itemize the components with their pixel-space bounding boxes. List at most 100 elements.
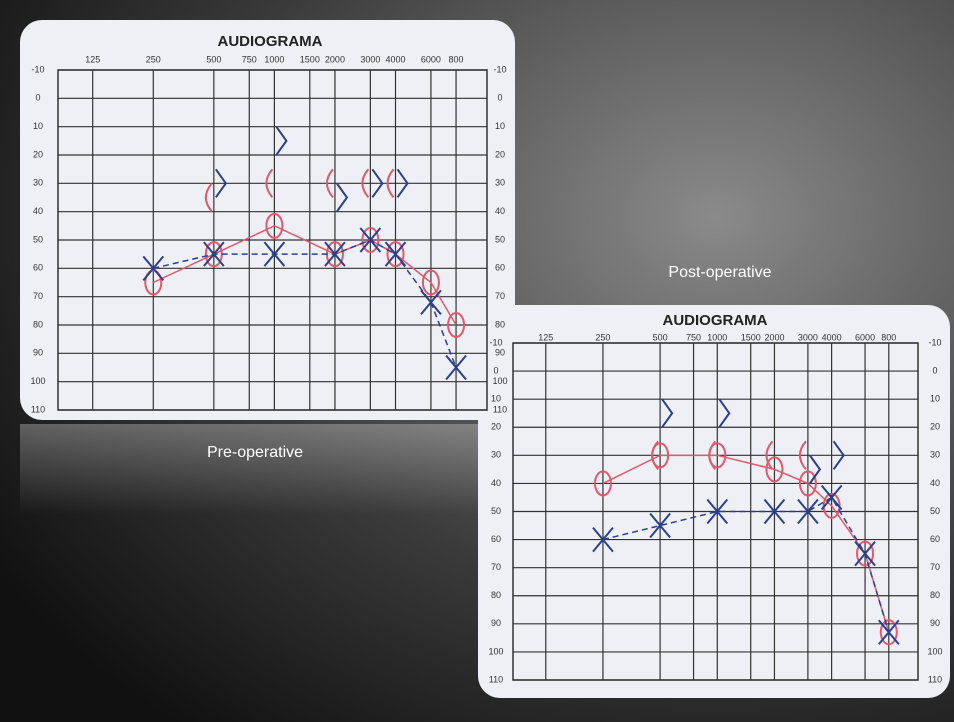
y-tick-label: 110 [489, 674, 503, 684]
y-tick-label: 0 [932, 365, 937, 375]
data-marker [856, 540, 875, 567]
data-marker [265, 212, 284, 239]
chart: AUDIOGRAMA Pre-operative -10 -10 0 0 10 10 20 20 3… [30, 33, 507, 461]
reflection [20, 424, 515, 514]
x-tick-label: 500 [206, 54, 221, 64]
x-tick-label: 4000 [385, 54, 405, 64]
y-tick-label: 100 [488, 646, 503, 656]
data-marker [263, 241, 286, 267]
y-tick-label: 10 [495, 121, 505, 131]
y-tick-label: 70 [33, 291, 43, 301]
x-tick-label: 1500 [741, 332, 761, 342]
y-tick-label: 80 [491, 590, 501, 600]
data-marker [765, 456, 784, 483]
chart-title: AUDIOGRAMA [218, 33, 323, 50]
data-marker [142, 255, 165, 281]
y-tick-label: 110 [31, 404, 45, 414]
x-tick-label: 250 [595, 332, 610, 342]
data-marker [820, 484, 843, 511]
y-tick-label: 40 [491, 478, 501, 488]
data-marker [361, 227, 380, 253]
data-marker [265, 168, 274, 198]
x-tick-label: 1000 [707, 332, 727, 342]
caption: Post-operative [668, 264, 771, 281]
y-tick-label: 20 [33, 149, 43, 159]
x-tick-label: 6000 [855, 332, 875, 342]
y-tick-label: 20 [495, 149, 505, 159]
data-marker [203, 241, 225, 267]
y-tick-label: 30 [33, 178, 43, 188]
data-marker [593, 470, 612, 497]
x-tick-label: 2000 [764, 332, 784, 342]
y-tick-label: 30 [495, 178, 505, 188]
y-tick-label: 110 [928, 674, 942, 684]
y-tick-label: 70 [930, 562, 940, 572]
y-tick-label: 50 [33, 234, 43, 244]
y-tick-label: 40 [930, 478, 940, 488]
y-tick-label: 90 [491, 618, 501, 628]
x-tick-label: 3000 [360, 54, 380, 64]
y-tick-label: 10 [930, 394, 940, 404]
data-marker [798, 470, 817, 497]
data-marker [592, 526, 614, 553]
y-tick-label: -10 [928, 337, 941, 347]
y-tick-label: 90 [33, 348, 43, 358]
data-marker [421, 269, 440, 296]
data-marker [706, 498, 729, 525]
data-marker [325, 168, 334, 198]
data-marker [445, 354, 467, 381]
data-marker [420, 289, 442, 315]
data-marker [649, 512, 671, 539]
data-marker [361, 168, 370, 198]
y-tick-label: 80 [33, 319, 43, 329]
x-tick-label: 2000 [325, 54, 345, 64]
y-tick-label: 20 [491, 422, 501, 432]
data-marker [708, 440, 717, 470]
x-tick-label: 800 [881, 332, 896, 342]
data-marker [384, 241, 407, 267]
x-tick-label: 6000 [421, 54, 441, 64]
caption: Pre-operative [207, 444, 303, 461]
y-tick-label: 10 [491, 394, 501, 404]
data-marker [324, 241, 346, 267]
y-tick-label: -10 [489, 337, 502, 347]
y-tick-label: 50 [930, 506, 940, 516]
data-marker [878, 619, 900, 645]
data-marker [763, 498, 786, 525]
data-marker [661, 398, 674, 428]
y-tick-label: 50 [491, 506, 501, 516]
data-marker [359, 227, 382, 253]
data-marker [371, 168, 384, 198]
x-tick-label: 1000 [264, 54, 284, 64]
y-tick-label: 70 [491, 562, 501, 572]
x-tick-label: 750 [242, 54, 257, 64]
data-marker [718, 398, 731, 428]
x-tick-label: 250 [146, 54, 161, 64]
data-marker [275, 126, 288, 156]
data-marker [854, 540, 876, 567]
data-marker [809, 454, 822, 484]
data-marker [144, 269, 163, 296]
data-marker [651, 440, 659, 470]
y-tick-label: 90 [930, 618, 940, 628]
chart-card [478, 305, 950, 698]
x-tick-label: 500 [653, 332, 668, 342]
y-tick-label: 60 [33, 263, 43, 273]
x-tick-label: 125 [538, 332, 553, 342]
y-tick-label: -10 [31, 64, 44, 74]
y-tick-label: 100 [30, 376, 45, 386]
y-tick-label: 90 [495, 348, 505, 358]
x-tick-label: 750 [686, 332, 701, 342]
data-marker [797, 498, 819, 525]
data-marker [396, 168, 409, 198]
chart-title: AUDIOGRAMA [663, 312, 768, 329]
data-marker [447, 312, 466, 338]
y-tick-label: 0 [35, 93, 40, 103]
y-tick-label: 40 [33, 206, 43, 216]
y-tick-label: 60 [930, 534, 940, 544]
data-marker [204, 182, 213, 213]
data-marker [832, 440, 845, 470]
y-tick-label: 100 [492, 376, 507, 386]
y-tick-label: 60 [495, 263, 505, 273]
data-marker [879, 619, 898, 646]
